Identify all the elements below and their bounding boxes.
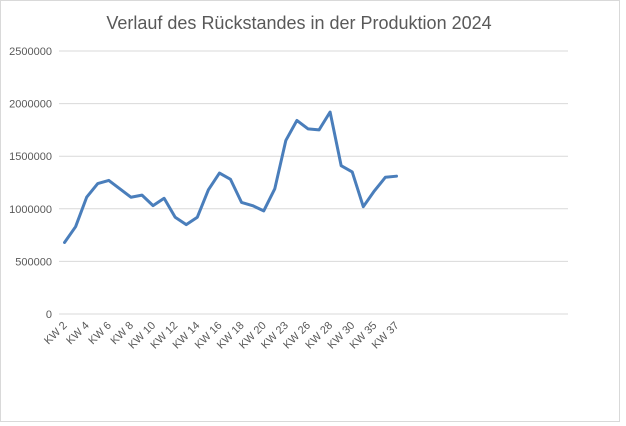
y-tick-label: 1000000: [9, 204, 52, 216]
y-tick-label: 0: [46, 309, 52, 321]
y-tick-label: 2000000: [9, 99, 52, 111]
chart-title: Verlauf des Rückstandes in der Produktio…: [106, 13, 491, 33]
line-series: [63, 110, 398, 244]
y-tick-label: 500000: [15, 256, 52, 268]
y-tick-label: 1500000: [9, 151, 52, 163]
y-tick-label: 2500000: [9, 46, 52, 58]
